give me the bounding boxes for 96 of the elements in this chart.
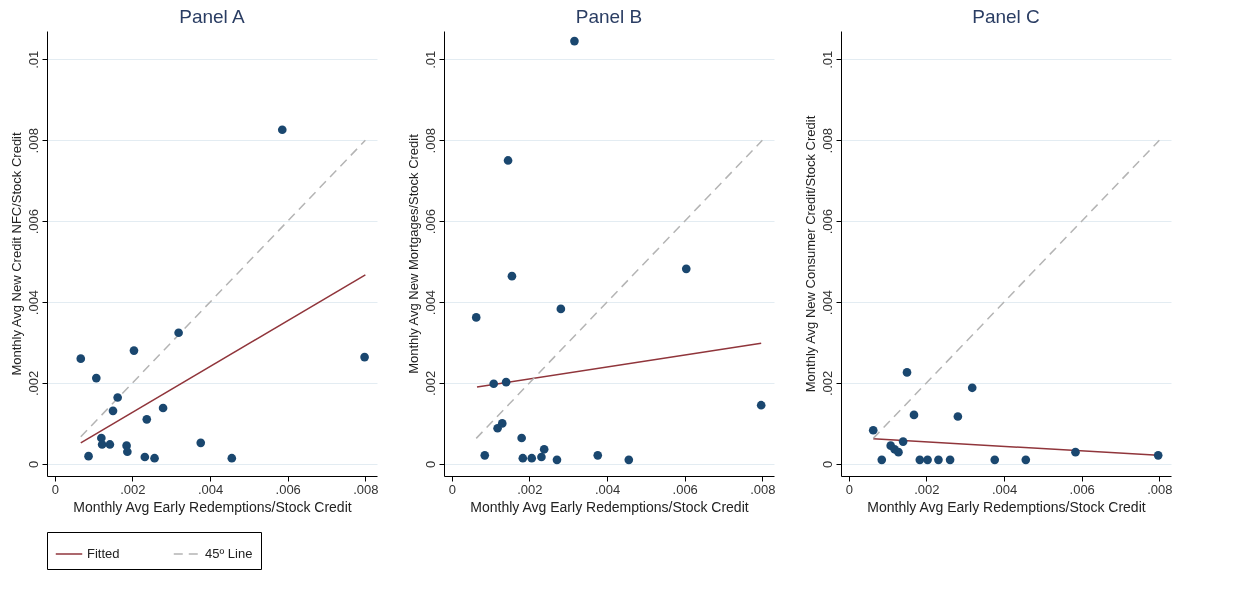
x-tick-label: .008 bbox=[353, 481, 379, 497]
y-tick-label: .004 bbox=[25, 289, 41, 316]
point bbox=[503, 156, 513, 165]
y-tick-label: .01 bbox=[819, 50, 835, 69]
y-tick-label: .004 bbox=[819, 289, 835, 316]
point bbox=[552, 455, 562, 465]
y-tick-label: 0 bbox=[25, 460, 41, 468]
point bbox=[539, 444, 549, 454]
y-tick-label: .006 bbox=[819, 208, 835, 235]
y-tick-label: .008 bbox=[819, 128, 835, 154]
point bbox=[129, 346, 139, 355]
point bbox=[877, 455, 887, 465]
point bbox=[142, 415, 152, 424]
point bbox=[174, 328, 183, 338]
x-tick-label: .004 bbox=[197, 481, 224, 497]
point bbox=[360, 352, 369, 362]
point bbox=[624, 455, 634, 465]
chart-title: Panel A bbox=[179, 6, 246, 27]
x-tick-label: .004 bbox=[594, 481, 621, 497]
point bbox=[277, 125, 287, 135]
y-tick-label: .006 bbox=[25, 208, 41, 235]
point bbox=[1021, 455, 1031, 465]
x-tick-label: .004 bbox=[991, 481, 1018, 497]
x-tick-label: .002 bbox=[914, 481, 940, 497]
point bbox=[923, 455, 932, 465]
point bbox=[97, 440, 107, 449]
x-tick-label: .002 bbox=[517, 481, 543, 497]
point bbox=[945, 455, 955, 465]
x-tick-label: .006 bbox=[275, 481, 301, 497]
point bbox=[501, 377, 511, 387]
x-tick-label: .006 bbox=[1069, 481, 1095, 497]
y-tick-label: .008 bbox=[25, 128, 41, 154]
x-tick-label: .008 bbox=[750, 481, 776, 497]
y-tick-label: .01 bbox=[25, 50, 41, 69]
y-axis-title: Monthly Avg New Consumer Credit/Stock Credit bbox=[802, 115, 818, 393]
y-tick-label: 0 bbox=[422, 460, 438, 468]
point bbox=[593, 451, 603, 460]
point bbox=[967, 383, 977, 393]
point bbox=[990, 455, 1000, 465]
point bbox=[507, 271, 517, 281]
legend-label: Fitted bbox=[87, 546, 120, 561]
chart-title: Panel C bbox=[972, 6, 1040, 27]
point bbox=[934, 455, 943, 465]
y-axis-title: Monthly Avg New Mortgages/Stock Credit bbox=[405, 133, 421, 374]
point bbox=[113, 393, 122, 402]
y-tick-label: .002 bbox=[819, 370, 835, 397]
x-tick-label: 0 bbox=[845, 481, 853, 497]
point bbox=[150, 453, 159, 463]
point bbox=[953, 412, 963, 421]
point bbox=[902, 368, 912, 377]
y-tick-label: .006 bbox=[422, 208, 438, 235]
point bbox=[123, 447, 132, 457]
point bbox=[489, 379, 499, 389]
x-tick-label: .006 bbox=[672, 481, 698, 497]
point bbox=[480, 451, 490, 460]
x-axis-title: Monthly Avg Early Redemptions/Stock Credit bbox=[470, 498, 749, 515]
point bbox=[108, 406, 118, 416]
y-tick-label: 0 bbox=[819, 460, 835, 468]
x-tick-label: .008 bbox=[1147, 481, 1173, 497]
point bbox=[471, 313, 481, 322]
x-axis-title: Monthly Avg Early Redemptions/Stock Credit bbox=[867, 498, 1146, 515]
point bbox=[518, 453, 528, 463]
point bbox=[497, 419, 507, 428]
legend-label: 45º Line bbox=[205, 546, 253, 561]
y-axis-title: Monthly Avg New Credit NFC/Stock Credit bbox=[8, 132, 24, 376]
y-tick-label: .004 bbox=[422, 289, 438, 316]
point bbox=[909, 410, 919, 420]
point bbox=[894, 447, 903, 457]
y-tick-label: .01 bbox=[422, 50, 438, 69]
point bbox=[681, 264, 691, 274]
point bbox=[227, 453, 237, 463]
point bbox=[1071, 447, 1080, 457]
point bbox=[158, 403, 168, 413]
point bbox=[756, 400, 766, 410]
point bbox=[570, 36, 579, 46]
x-tick-label: 0 bbox=[448, 481, 456, 497]
y-tick-label: .002 bbox=[25, 370, 41, 397]
point bbox=[91, 373, 101, 383]
point bbox=[76, 354, 86, 363]
point bbox=[898, 437, 908, 446]
point bbox=[84, 451, 93, 461]
chart-title: Panel B bbox=[575, 6, 643, 27]
point bbox=[105, 440, 115, 449]
point bbox=[517, 433, 526, 443]
x-axis-title: Monthly Avg Early Redemptions/Stock Credit bbox=[73, 498, 352, 515]
point bbox=[527, 453, 537, 463]
x-tick-label: 0 bbox=[51, 481, 59, 497]
x-tick-label: .002 bbox=[120, 481, 146, 497]
y-tick-label: .008 bbox=[422, 128, 438, 154]
y-tick-label: .002 bbox=[422, 370, 438, 397]
point bbox=[196, 438, 206, 448]
point bbox=[556, 304, 566, 314]
point bbox=[868, 425, 878, 435]
point bbox=[140, 452, 150, 462]
point bbox=[1153, 451, 1163, 460]
point bbox=[537, 452, 546, 462]
